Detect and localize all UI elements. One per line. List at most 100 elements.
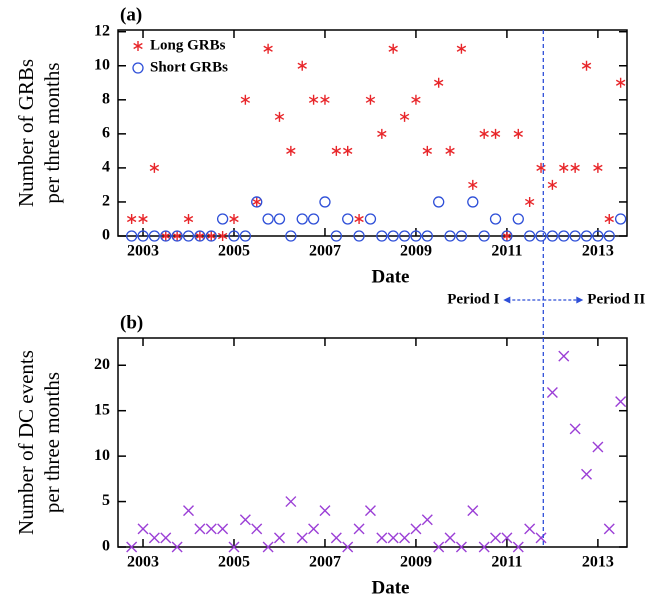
asterisk-marker [388, 43, 398, 54]
data-point [410, 523, 422, 535]
data-point [569, 230, 581, 242]
data-point [137, 523, 149, 535]
asterisk-marker [547, 179, 558, 190]
data-point [592, 230, 604, 242]
asterisk-marker [183, 213, 194, 224]
cross-marker [319, 505, 331, 517]
circle-marker [194, 230, 206, 242]
circle-marker [285, 230, 297, 242]
data-point [490, 128, 501, 139]
cross-marker [467, 505, 479, 517]
circle-marker [489, 213, 502, 225]
cross-marker [262, 541, 274, 553]
data-point [319, 505, 331, 517]
data-point [592, 441, 604, 453]
data-point [559, 162, 569, 173]
asterisk-marker [229, 213, 239, 224]
legend-label: Short GRBs [150, 59, 228, 75]
circle-marker [364, 213, 377, 225]
cross-marker [421, 514, 433, 526]
cross-marker [239, 514, 251, 526]
circle-marker [376, 230, 388, 242]
data-point [319, 196, 331, 208]
asterisk-marker [593, 162, 603, 173]
y-tick-label: 5 [102, 492, 110, 509]
cross-marker [308, 523, 320, 535]
cross-marker [342, 541, 354, 553]
arrow-head [503, 296, 511, 304]
y-tick-label: 2 [102, 193, 110, 210]
cross-marker [273, 532, 285, 544]
cross-marker [160, 532, 172, 544]
x-tick-label: 2013 [582, 554, 614, 571]
data-point [455, 230, 468, 242]
asterisk-marker [297, 60, 307, 71]
y-tick-label: 6 [102, 125, 110, 142]
plot-frame [117, 29, 628, 237]
circle-marker [421, 230, 433, 242]
cross-marker [387, 532, 399, 544]
asterisk-marker [422, 145, 433, 156]
data-point [273, 532, 285, 544]
cross-marker [251, 523, 263, 535]
y-tick-label: 10 [94, 447, 110, 464]
asterisk-marker [513, 128, 523, 139]
data-point [216, 213, 229, 225]
data-point [421, 514, 433, 526]
circle-marker [216, 213, 229, 225]
cross-marker [353, 523, 365, 535]
data-point [240, 94, 251, 105]
data-point [205, 523, 217, 535]
x-tick-label: 2011 [491, 554, 522, 571]
data-point [308, 94, 319, 105]
data-point [138, 213, 148, 224]
data-point [388, 43, 398, 54]
asterisk-marker [331, 145, 342, 156]
circle-marker [546, 230, 559, 242]
asterisk-marker [133, 41, 143, 51]
data-point [195, 231, 205, 241]
data-point [490, 532, 502, 544]
data-point [468, 179, 478, 190]
data-point [171, 541, 183, 553]
asterisk-marker [581, 60, 592, 71]
circle-marker [398, 230, 411, 242]
data-point [365, 94, 376, 105]
data-point [502, 231, 512, 241]
cross-marker [217, 523, 229, 535]
y-tick-label: 12 [94, 22, 110, 39]
cross-marker [455, 541, 467, 553]
data-point [364, 213, 377, 225]
data-point [296, 213, 308, 225]
cross-marker [285, 496, 297, 508]
circle-marker [160, 230, 172, 242]
circle-marker [137, 230, 149, 242]
data-point [274, 111, 285, 122]
asterisk-marker [490, 128, 501, 139]
data-point [524, 230, 536, 242]
y-tick-label: 10 [94, 56, 110, 73]
data-point [456, 43, 467, 54]
data-point [307, 213, 320, 225]
circle-marker [330, 230, 342, 242]
data-point [296, 532, 308, 544]
circle-marker [307, 213, 320, 225]
asterisk-marker [468, 179, 478, 190]
legend-label: Long GRBs [150, 37, 226, 53]
data-point [160, 230, 172, 242]
asterisk-marker [479, 128, 489, 139]
data-point [467, 505, 479, 517]
asterisk-marker [604, 213, 614, 224]
circle-marker [614, 213, 627, 225]
x-axis-label: Date [372, 577, 410, 598]
cross-marker [376, 532, 388, 544]
circle-marker [353, 230, 365, 242]
data-point [524, 523, 536, 535]
data-point [445, 145, 455, 156]
y-tick-label: 20 [94, 356, 110, 373]
x-tick-label: 2009 [400, 554, 432, 571]
cross-marker [569, 423, 581, 435]
data-point [399, 111, 410, 122]
data-point [593, 162, 603, 173]
asterisk-marker [138, 213, 148, 224]
